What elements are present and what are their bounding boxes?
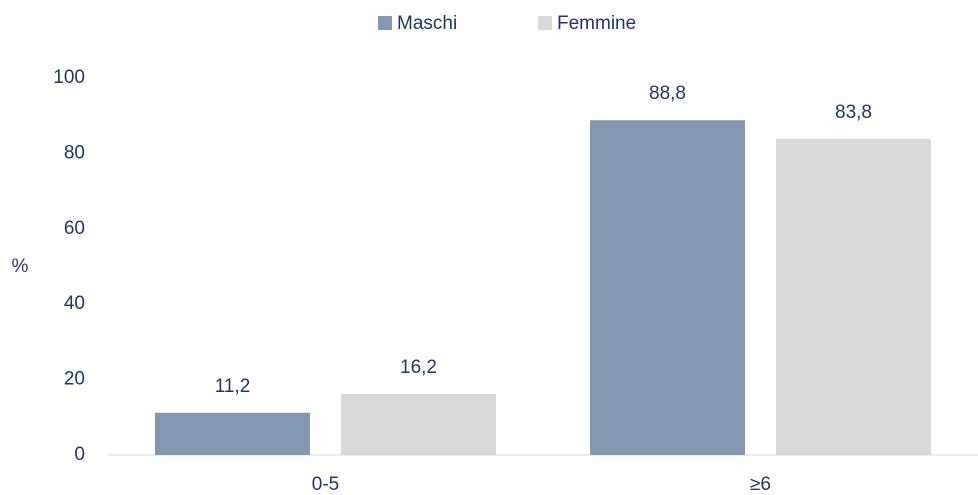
legend-label: Femmine — [557, 13, 636, 34]
value-label: 88,8 — [649, 83, 686, 104]
value-label: 16,2 — [400, 357, 437, 378]
legend-label: Maschi — [397, 13, 457, 34]
y-tick-label: 80 — [64, 142, 85, 163]
bar — [776, 139, 931, 455]
bar — [155, 412, 310, 455]
y-tick-label: 60 — [64, 218, 85, 239]
value-label: 83,8 — [835, 102, 872, 123]
legend-swatch — [378, 16, 392, 30]
y-axis-label: % — [12, 256, 29, 277]
y-tick-label: 20 — [64, 369, 85, 390]
legend-swatch — [538, 16, 552, 30]
bar — [590, 120, 745, 455]
bar — [341, 393, 496, 455]
y-tick-label: 40 — [64, 293, 85, 314]
x-tick-label: 0-5 — [312, 474, 339, 495]
value-label: 11,2 — [215, 376, 251, 397]
y-tick-label: 100 — [53, 67, 85, 88]
x-tick-label: ≥6 — [750, 474, 771, 495]
y-tick-label: 0 — [74, 444, 85, 465]
